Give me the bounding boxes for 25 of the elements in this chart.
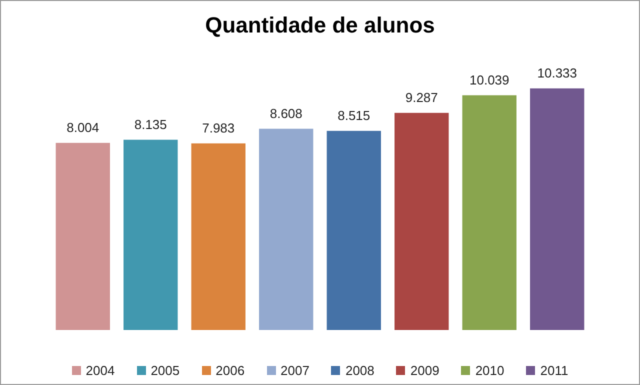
bar	[191, 143, 246, 330]
x-tick-label: 2004	[86, 362, 115, 378]
data-label: 8.135	[134, 116, 167, 132]
x-tick-label: 2007	[280, 362, 310, 378]
chart-title: Quantidade de alunos	[205, 12, 435, 38]
bar	[462, 95, 516, 330]
x-tick-label: 2010	[475, 362, 504, 378]
data-label: 7.983	[202, 120, 235, 136]
bar	[259, 128, 314, 330]
bar	[326, 130, 381, 330]
x-tick-label: 2008	[345, 362, 374, 378]
bar	[56, 142, 110, 330]
x-tick-label: 2006	[216, 362, 245, 378]
x-tick-label: 2005	[150, 362, 180, 378]
data-label: 10.039	[469, 72, 510, 88]
x-tick-label: 2011	[540, 362, 568, 378]
data-label: 8.004	[66, 120, 100, 135]
x-tick-label: 2009	[410, 362, 440, 378]
data-label: 8.515	[338, 108, 370, 123]
data-label: 8.608	[270, 106, 302, 121]
data-label: 9.287	[405, 90, 438, 105]
data-label: 10.333	[537, 65, 578, 80]
bar	[394, 112, 449, 330]
bar	[530, 88, 584, 330]
bar	[124, 140, 178, 330]
